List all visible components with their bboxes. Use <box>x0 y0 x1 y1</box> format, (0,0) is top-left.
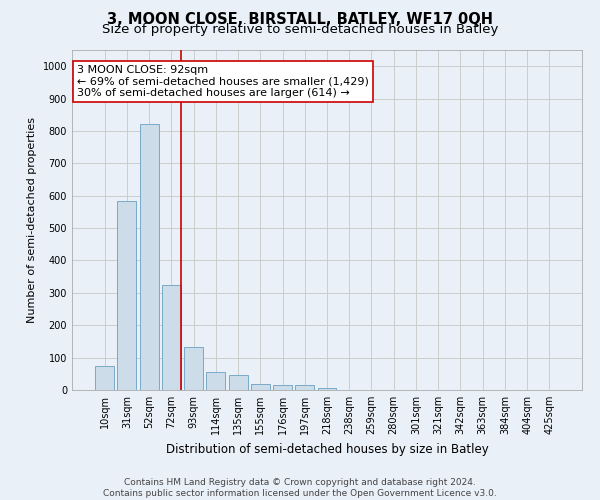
Bar <box>95 366 114 390</box>
X-axis label: Distribution of semi-detached houses by size in Batley: Distribution of semi-detached houses by … <box>166 442 488 456</box>
Text: Size of property relative to semi-detached houses in Batley: Size of property relative to semi-detach… <box>102 22 498 36</box>
Bar <box>140 124 158 390</box>
Y-axis label: Number of semi-detached properties: Number of semi-detached properties <box>27 117 37 323</box>
Bar <box>184 347 203 390</box>
Text: 3 MOON CLOSE: 92sqm
← 69% of semi-detached houses are smaller (1,429)
30% of sem: 3 MOON CLOSE: 92sqm ← 69% of semi-detach… <box>77 66 369 98</box>
Bar <box>118 200 136 390</box>
Bar <box>162 285 181 390</box>
Bar <box>229 376 248 390</box>
Bar <box>295 385 314 390</box>
Bar <box>273 385 292 390</box>
Bar <box>317 388 337 390</box>
Bar <box>206 372 225 390</box>
Text: 3, MOON CLOSE, BIRSTALL, BATLEY, WF17 0QH: 3, MOON CLOSE, BIRSTALL, BATLEY, WF17 0Q… <box>107 12 493 28</box>
Text: Contains HM Land Registry data © Crown copyright and database right 2024.
Contai: Contains HM Land Registry data © Crown c… <box>103 478 497 498</box>
Bar <box>251 384 270 390</box>
